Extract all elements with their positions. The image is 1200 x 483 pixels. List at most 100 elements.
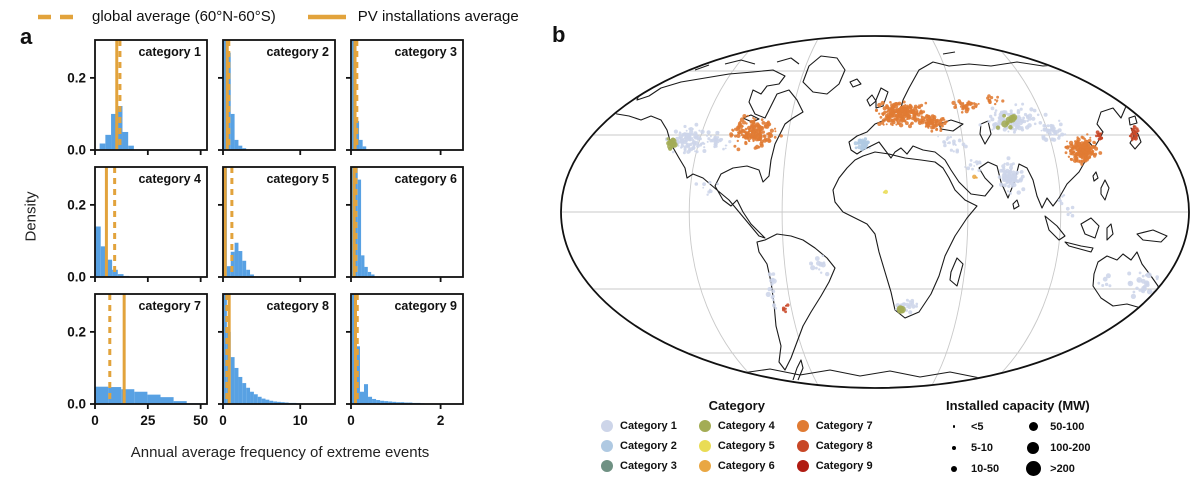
hist-bar: [371, 274, 375, 277]
x-axis-label: Annual average frequency of extreme even…: [130, 444, 430, 461]
svg-text:0.2: 0.2: [67, 197, 86, 212]
legend-label-global-average: global average (60°N-60°S): [92, 8, 276, 25]
category-swatch: [796, 420, 809, 432]
hist-bar: [368, 396, 373, 404]
capacity-dot: [951, 465, 957, 472]
hist-bar: [238, 145, 243, 150]
category-label: Category 9: [815, 460, 873, 472]
hist-bar: [134, 391, 148, 404]
capacity-legend-item: >200: [1025, 459, 1090, 478]
solid-line-swatch: [307, 14, 346, 19]
hist-bar: [173, 401, 187, 404]
category-legend-item: Category 3: [601, 457, 677, 475]
category-legend: Category Category 1 Category 2 Category 3 C…: [601, 398, 873, 475]
hist-bar: [257, 396, 262, 404]
cluster-central-chile: [781, 303, 790, 314]
hist-bar: [226, 266, 231, 277]
hist-bar: [230, 251, 235, 277]
hist-bar: [359, 139, 363, 150]
category-legend-item: Category 4: [698, 417, 775, 435]
world-map: [560, 35, 1190, 389]
hist-bar: [351, 294, 356, 404]
cluster-new-zealand: [1176, 315, 1186, 326]
svg-text:category 3: category 3: [394, 45, 457, 59]
category-swatch: [796, 440, 809, 452]
category-label: Category 2: [620, 440, 677, 452]
histogram-category-4: 0.0 0.2 category 4: [67, 166, 208, 285]
cluster-california: [666, 137, 678, 151]
histogram-category-3: category 3: [346, 39, 464, 155]
legend-item-global-average: global average (60°N-60°S): [36, 8, 276, 25]
hist-bar: [380, 400, 385, 404]
hist-bar: [250, 274, 254, 277]
cluster-southeast-asia: [1057, 194, 1075, 218]
hist-bar: [359, 391, 364, 404]
y-axis-label: Density: [22, 191, 40, 242]
cluster-spain: [853, 137, 871, 151]
capacity-label: 10-50: [971, 462, 1000, 475]
hist-bar: [105, 134, 112, 150]
category-legend-item: Category 1: [601, 417, 677, 435]
svg-text:category 6: category 6: [394, 172, 457, 186]
cluster-ukraine: [951, 99, 980, 114]
histogram-category-7: 0 25 50 0.0 0.2 category 7: [67, 293, 208, 428]
svg-text:0.0: 0.0: [67, 143, 86, 158]
svg-text:25: 25: [140, 413, 156, 428]
capacity-legend: Installed capacity (MW) <5 5-10 10-50 50-10…: [946, 398, 1091, 478]
category-swatch: [698, 420, 711, 432]
hist-bar: [111, 113, 117, 150]
capacity-dot: [1025, 461, 1041, 476]
hist-bar: [372, 398, 377, 404]
legend-item-pv-average: PV installations average: [306, 8, 519, 25]
svg-text:0.0: 0.0: [67, 397, 86, 412]
category-swatch: [698, 440, 711, 452]
hist-bar: [265, 399, 270, 404]
hist-bar: [261, 398, 266, 404]
hist-bar: [242, 148, 247, 150]
svg-text:category 4: category 4: [138, 172, 201, 186]
hist-bar: [280, 402, 285, 404]
hist-bar: [253, 394, 258, 404]
hist-bar: [250, 391, 254, 404]
hist-bar: [363, 384, 369, 404]
category-label: Category 7: [815, 420, 873, 432]
category-swatch: [698, 460, 711, 472]
hist-bar: [273, 401, 278, 404]
cluster-brazil: [809, 254, 830, 277]
category-swatch: [796, 460, 809, 472]
capacity-legend-title: Installed capacity (MW): [946, 398, 1090, 413]
hist-bar: [99, 143, 106, 150]
svg-text:category 8: category 8: [266, 299, 329, 313]
line-style-legend: global average (60°N-60°S) PV installati…: [36, 8, 519, 25]
hist-bar: [355, 121, 360, 150]
hist-bar: [234, 367, 239, 404]
hist-bar: [108, 387, 122, 404]
hist-bar: [242, 383, 247, 404]
cluster-middle-east: [964, 159, 982, 172]
hist-bar: [112, 269, 118, 277]
svg-text:0: 0: [347, 413, 355, 428]
hist-bar: [230, 113, 235, 150]
legend-label-pv-average: PV installations average: [357, 8, 519, 25]
capacity-legend-item: <5: [946, 417, 999, 436]
hist-bar: [95, 386, 109, 404]
category-swatch: [601, 420, 613, 432]
hist-bar: [367, 271, 372, 277]
hist-bar: [160, 397, 174, 404]
hist-bar: [106, 259, 113, 277]
panel-a-label: a: [20, 24, 33, 49]
capacity-label: 100-200: [1050, 441, 1091, 454]
hist-bar: [361, 255, 365, 277]
category-legend-item: Category 9: [796, 457, 873, 475]
category-legend-item: Category 2: [601, 437, 677, 455]
coastlines: [604, 51, 1188, 381]
hist-bar: [238, 251, 243, 277]
svg-text:category 2: category 2: [266, 45, 329, 59]
svg-text:2: 2: [437, 413, 445, 428]
histogram-category-8: 0 10 category 8: [218, 293, 336, 428]
capacity-dot: [952, 445, 956, 450]
hist-bar: [147, 394, 161, 404]
category-label: Category 4: [717, 420, 775, 432]
svg-text:0.0: 0.0: [67, 270, 86, 285]
capacity-legend-item: 50-100: [1025, 417, 1090, 436]
